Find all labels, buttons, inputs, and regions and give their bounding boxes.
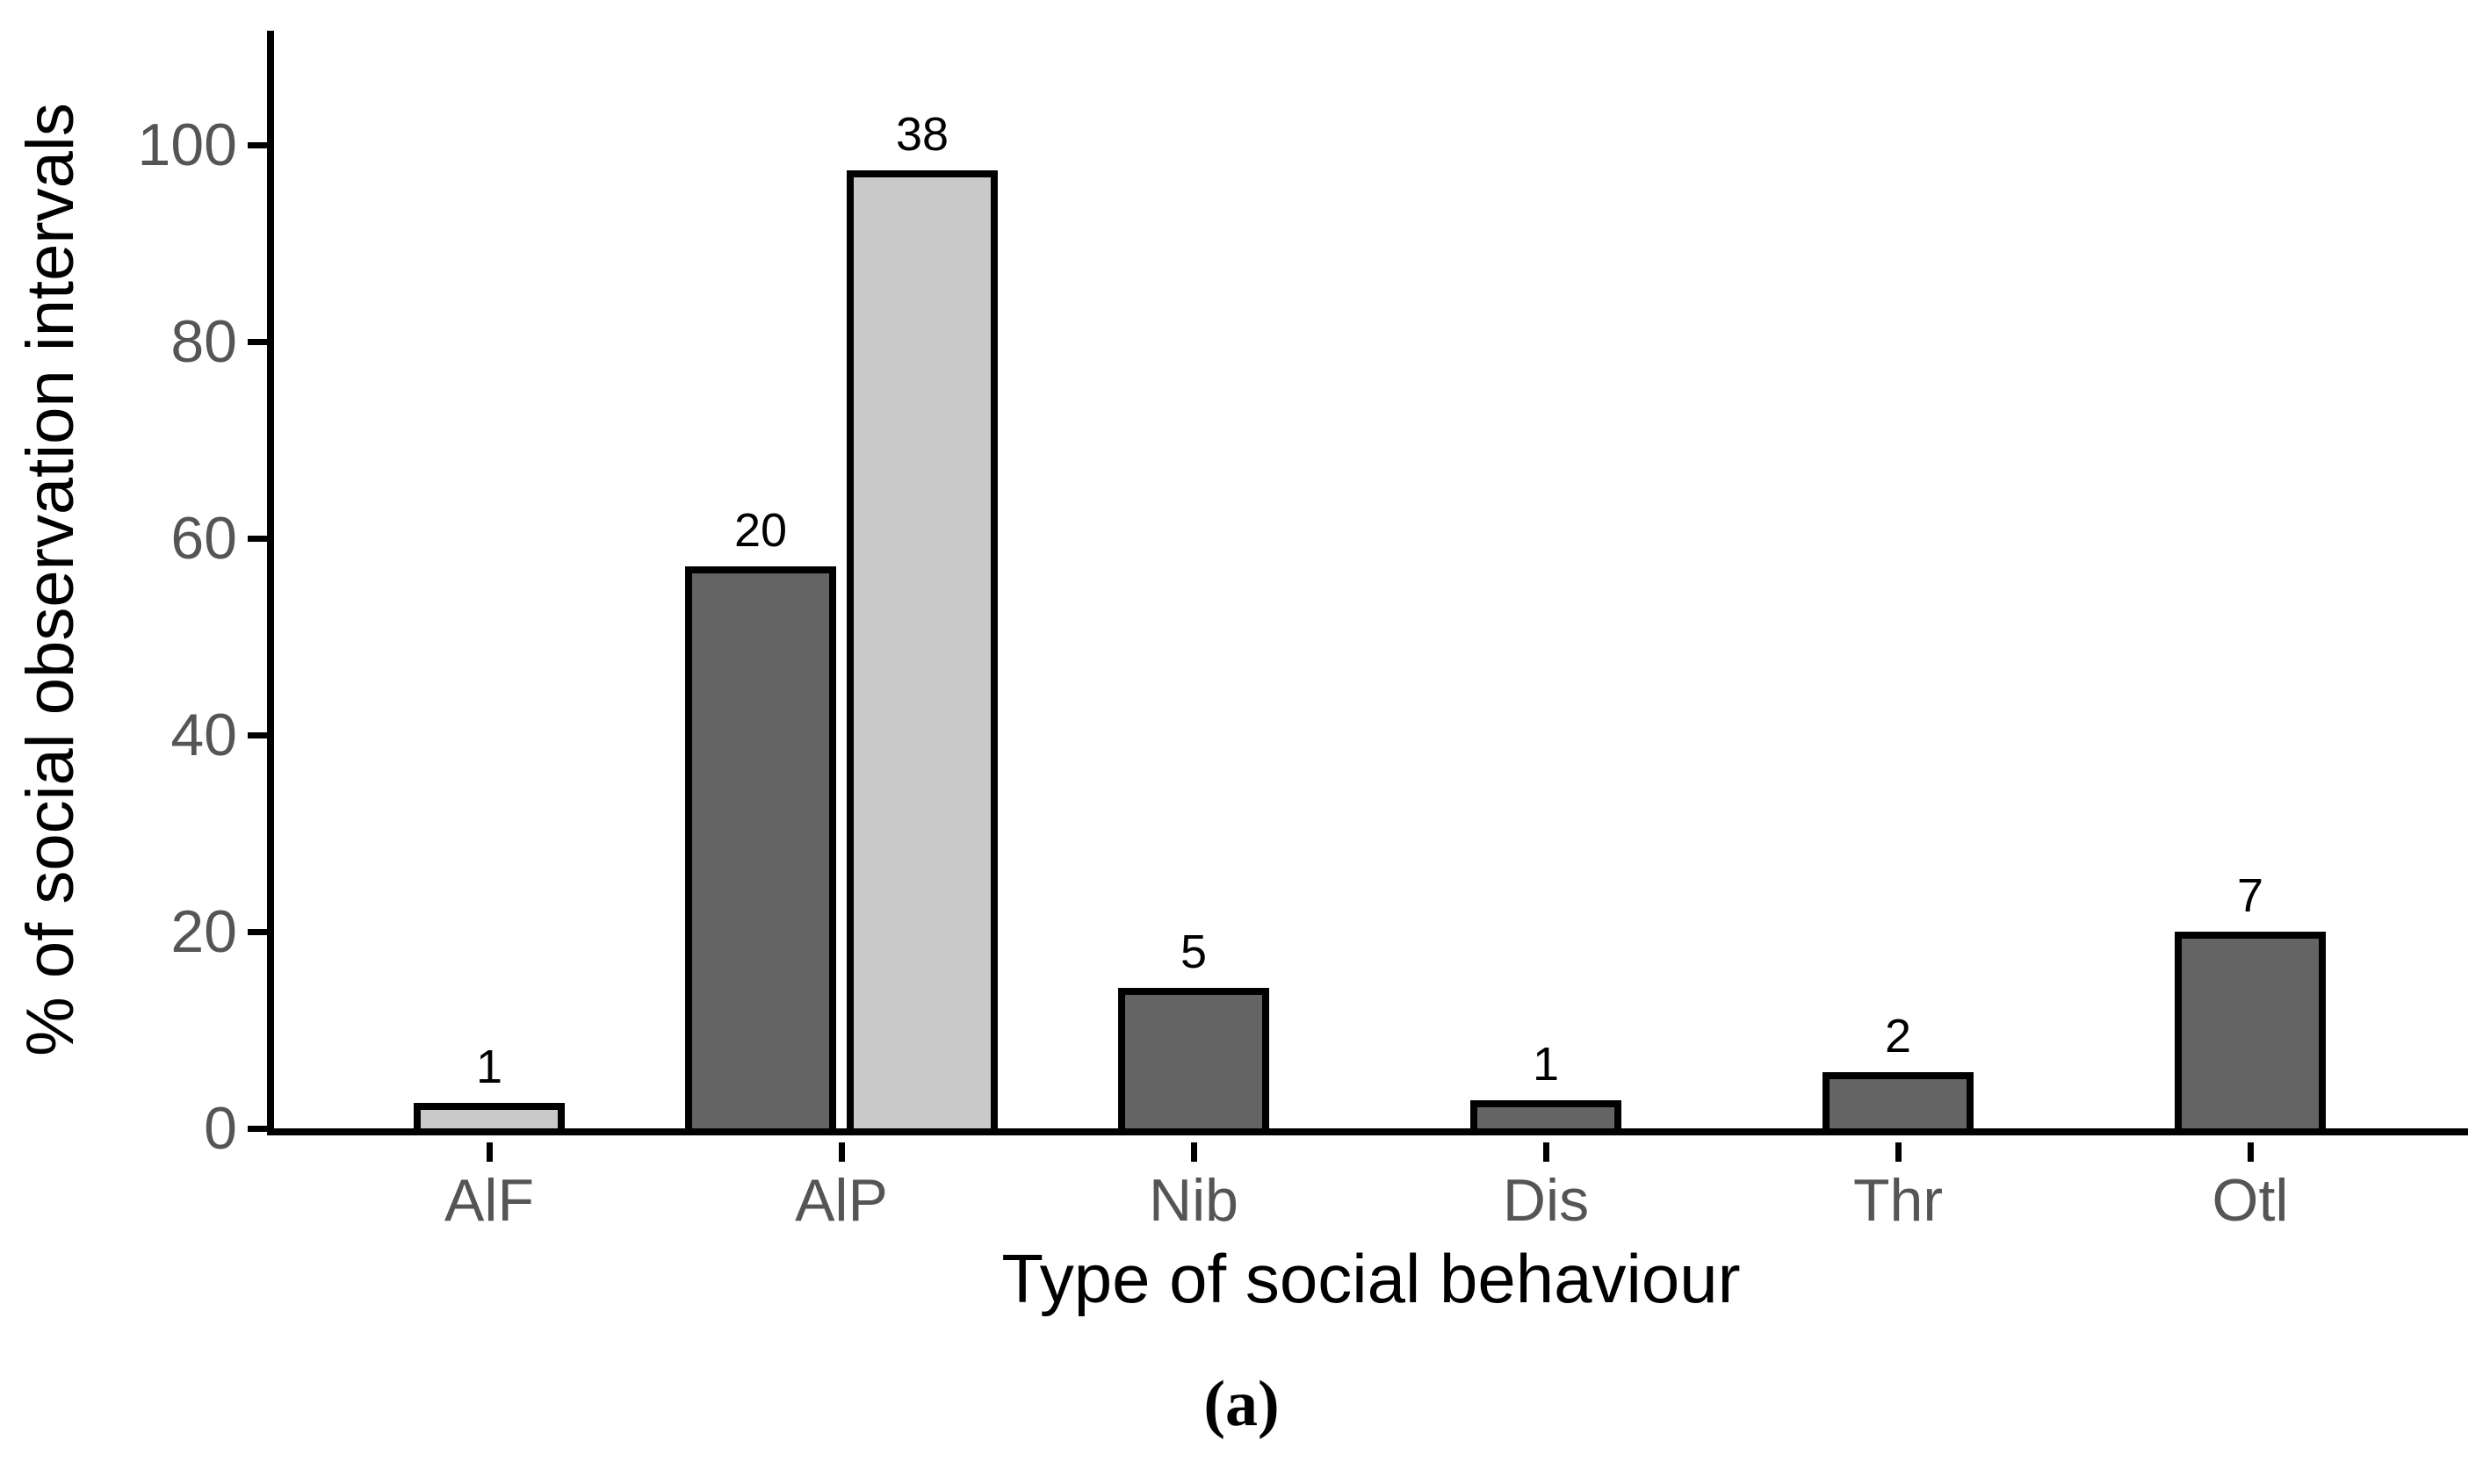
y-tick	[248, 338, 267, 345]
x-tick-label-Thr: Thr	[1853, 1167, 1943, 1234]
x-tick-label-Otl: Otl	[2212, 1167, 2289, 1234]
x-tick	[1542, 1142, 1549, 1162]
plot-area: Type of social behaviour 0 20 40 60 80 100 AlF…	[138, 31, 2468, 1313]
y-tick-label: 60	[170, 505, 237, 572]
bar-value-label: 1	[475, 1041, 503, 1093]
y-tick	[248, 731, 267, 738]
x-tick-label-Dis: Dis	[1502, 1167, 1590, 1234]
bar-Nib-dark	[1118, 988, 1269, 1128]
bar-AlP-light	[847, 170, 998, 1128]
bar-value-label: 20	[733, 504, 788, 557]
y-tick-label: 0	[204, 1095, 237, 1162]
bar-AlF-light	[414, 1103, 565, 1128]
y-tick	[248, 535, 267, 542]
y-tick	[248, 1125, 267, 1132]
x-tick	[838, 1142, 845, 1162]
bar-AlP-dark	[685, 566, 836, 1128]
x-tick	[1895, 1142, 1902, 1162]
y-tick-label: 40	[170, 702, 237, 768]
bar-Thr-dark	[1823, 1072, 1974, 1128]
bar-value-label: 5	[1180, 926, 1208, 978]
figure-caption: (a)	[1203, 1368, 1280, 1440]
x-tick	[486, 1142, 493, 1162]
x-tick-label-AlP: AlP	[795, 1167, 888, 1234]
x-tick	[1190, 1142, 1197, 1162]
bar-value-label: 38	[895, 108, 949, 161]
y-tick	[248, 141, 267, 148]
y-tick	[248, 928, 267, 935]
bar-Dis-dark	[1470, 1100, 1621, 1128]
y-tick-label: 20	[170, 898, 237, 965]
bar-value-label: 1	[1532, 1038, 1560, 1091]
bar-Otl-dark	[2175, 932, 2326, 1128]
y-tick-label: 80	[170, 308, 237, 375]
x-axis-title: Type of social behaviour	[1001, 1240, 1741, 1317]
x-tick-label-Nib: Nib	[1148, 1167, 1239, 1234]
y-tick-label: 100	[137, 112, 237, 178]
bar-value-label: 2	[1884, 1010, 1912, 1063]
bar-value-label: 7	[2236, 869, 2264, 922]
x-tick	[2247, 1142, 2254, 1162]
x-tick-label-AlF: AlF	[444, 1167, 534, 1234]
